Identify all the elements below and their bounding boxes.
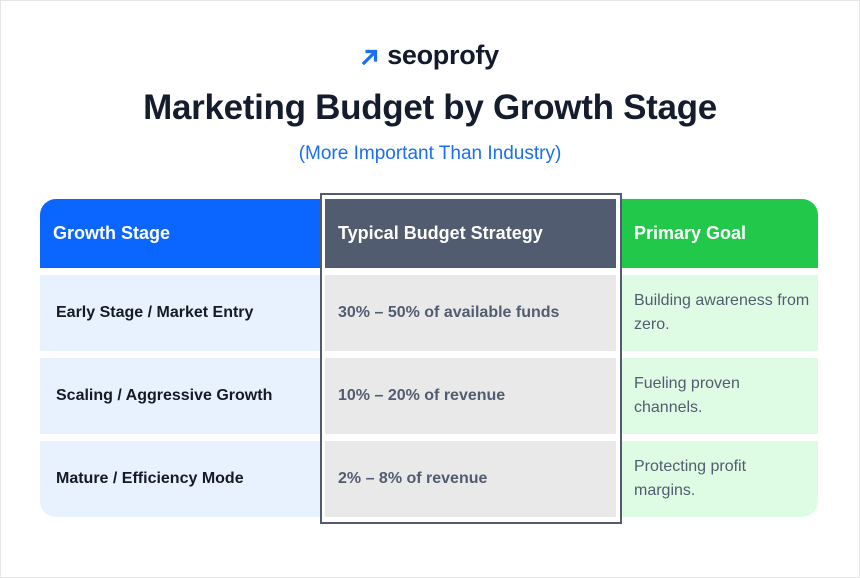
arrow-up-right-icon: [361, 48, 379, 66]
page-subtitle: (More Important Than Industry): [298, 143, 562, 164]
row-1-budget: 30% – 50% of available funds: [325, 275, 616, 351]
header-primary-goal: Primary Goal: [621, 199, 818, 268]
header-budget-strategy: Typical Budget Strategy: [325, 199, 616, 268]
header-growth-stage: Growth Stage: [40, 199, 320, 268]
brand-name: seoprofy: [387, 40, 499, 70]
row-2-stage: Scaling / Aggressive Growth: [40, 358, 320, 434]
row-3-stage: Mature / Efficiency Mode: [40, 441, 320, 517]
row-3-budget: 2% – 8% of revenue: [325, 441, 616, 517]
row-3-goal: Protecting profit margins.: [621, 441, 818, 517]
page-title: Marketing Budget by Growth Stage: [143, 88, 717, 127]
row-1-stage: Early Stage / Market Entry: [40, 275, 320, 351]
row-1-goal: Building awareness from zero.: [621, 275, 818, 351]
brand-logo: seoprofy: [0, 40, 860, 71]
row-2-goal: Fueling proven channels.: [621, 358, 818, 434]
row-2-budget: 10% – 20% of revenue: [325, 358, 616, 434]
